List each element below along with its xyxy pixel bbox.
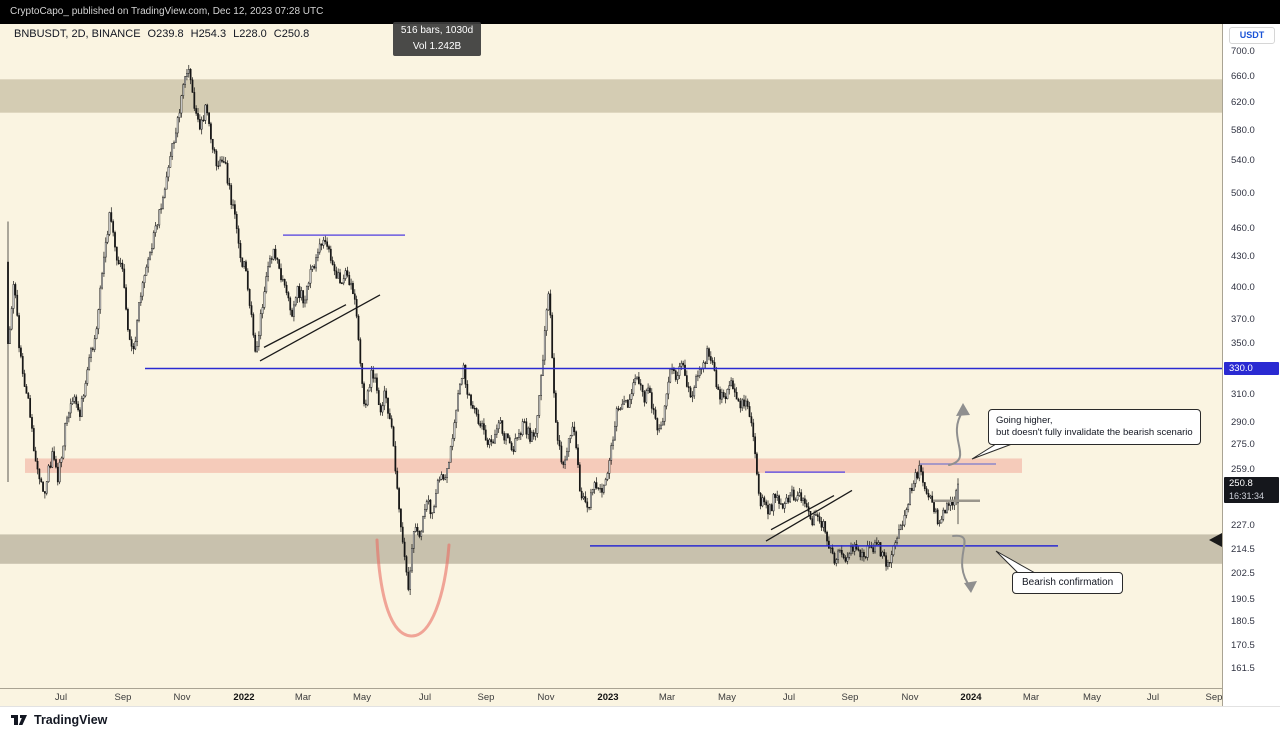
time-tick-jul: Jul — [418, 692, 432, 703]
candlestick-chart[interactable] — [0, 24, 1222, 688]
currency-toggle-button[interactable]: USDT — [1229, 27, 1275, 44]
time-tick-2024: 2024 — [960, 692, 982, 703]
price-tick: 180.5 — [1231, 616, 1255, 628]
attribution-text: CryptoCapo_ published on TradingView.com… — [10, 6, 324, 17]
price-axis[interactable]: 700.0 660.0 620.0 580.0 540.0 500.0 460.0 430.0… — [1222, 24, 1280, 706]
price-tick: 500.0 — [1231, 187, 1255, 199]
attribution-bar: CryptoCapo_ published on TradingView.com… — [0, 0, 1280, 24]
price-tick: 310.0 — [1231, 388, 1255, 400]
candle-series — [7, 64, 959, 595]
high-value: H254.3 — [190, 28, 227, 40]
squiggle-arrow-up-head-icon — [956, 403, 970, 416]
time-tick-sep: Sep — [114, 692, 132, 703]
callout-going-higher-line2: but doesn't fully invalidate the bearish… — [996, 427, 1193, 438]
trendline-2[interactable] — [263, 304, 347, 348]
time-tick-2022: 2022 — [233, 692, 255, 703]
low-value: L228.0 — [233, 28, 267, 40]
callout-going-higher[interactable]: Going higher, but doesn't fully invalida… — [988, 409, 1201, 445]
price-tick: 620.0 — [1231, 97, 1255, 109]
open-value: O239.8 — [147, 28, 184, 40]
price-tick: 350.0 — [1231, 337, 1255, 349]
price-tick: 430.0 — [1231, 251, 1255, 263]
price-tick: 400.0 — [1231, 281, 1255, 293]
time-axis[interactable]: Jul Sep Nov 2022 Mar May Jul Sep Nov 2023 Mar May Ju… — [0, 688, 1222, 706]
time-tick-jul: Jul — [1146, 692, 1160, 703]
symbol-title: BNBUSDT, 2D, BINANCE — [14, 28, 141, 40]
trendline-4[interactable] — [770, 495, 835, 531]
squiggle-arrow-down-head-icon — [964, 581, 977, 593]
time-tick-may: May — [353, 692, 371, 703]
callout-bearish-text: Bearish confirmation — [1022, 577, 1114, 588]
price-tick: 275.0 — [1231, 439, 1255, 451]
price-tick: 540.0 — [1231, 155, 1255, 167]
time-tick-sep: Sep — [841, 692, 859, 703]
squiggle-arrow-up[interactable] — [948, 410, 964, 466]
time-tick-nov: Nov — [173, 692, 191, 703]
tooltip-bars-line: 516 bars, 1030d — [400, 25, 474, 36]
current-price-value: 250.8 — [1229, 478, 1253, 490]
trendline-3[interactable] — [765, 489, 853, 542]
time-tick-nov: Nov — [537, 692, 555, 703]
bar-countdown: 16:31:34 — [1229, 491, 1265, 502]
price-tick: 161.5 — [1231, 663, 1255, 675]
close-value: C250.8 — [273, 28, 310, 40]
zone-resistance-605-656[interactable] — [0, 79, 1222, 113]
price-tick: 580.0 — [1231, 125, 1255, 137]
price-tick: 460.0 — [1231, 222, 1255, 234]
rounding-arc[interactable] — [375, 538, 451, 638]
time-tick-mar: Mar — [1022, 692, 1040, 703]
time-tick-jul: Jul — [782, 692, 796, 703]
price-tick: 227.0 — [1231, 519, 1255, 531]
callout-going-higher-tail — [971, 443, 1013, 460]
time-tick-sep: Sep — [477, 692, 495, 703]
time-tick-mar: Mar — [658, 692, 676, 703]
time-tick-2023: 2023 — [597, 692, 619, 703]
price-tick: 700.0 — [1231, 46, 1255, 57]
time-tick-may: May — [1083, 692, 1101, 703]
time-tick-nov: Nov — [901, 692, 919, 703]
tooltip-volume-line: Vol 1.242B — [412, 41, 462, 52]
price-tick: 660.0 — [1231, 70, 1255, 82]
trendline-1[interactable] — [259, 294, 381, 362]
time-tick-may: May — [718, 692, 736, 703]
zone-supply-pink-258-266[interactable] — [25, 458, 1022, 473]
level-330-price-label: 330.0 — [1224, 361, 1279, 375]
squiggle-arrow-down[interactable] — [952, 534, 972, 589]
callout-going-higher-line1: Going higher, — [996, 415, 1053, 426]
symbol-legend[interactable]: BNBUSDT, 2D, BINANCE O239.8 H254.3 L228.0 C2… — [14, 28, 309, 40]
price-tick: 214.5 — [1231, 543, 1255, 555]
bars-range-tooltip: 516 bars, 1030d Vol 1.242B — [393, 22, 481, 56]
tradingview-logo[interactable] — [10, 713, 28, 727]
tradingview-brand-text[interactable]: TradingView — [34, 713, 108, 727]
band-edge-arrow-icon — [1209, 533, 1222, 547]
price-tick: 190.5 — [1231, 593, 1255, 605]
footer-bar: TradingView — [0, 706, 1280, 733]
price-tick: 170.5 — [1231, 640, 1255, 652]
callout-bearish-confirmation[interactable]: Bearish confirmation — [1012, 572, 1124, 594]
price-tick: 202.5 — [1231, 568, 1255, 580]
time-tick-jul: Jul — [54, 692, 68, 703]
current-price-label: 250.8 16:31:34 — [1224, 477, 1279, 504]
price-tick: 370.0 — [1231, 314, 1255, 326]
time-tick-sep: Sep — [1205, 692, 1223, 703]
time-tick-mar: Mar — [294, 692, 312, 703]
price-tick: 259.0 — [1231, 464, 1255, 476]
price-tick: 290.0 — [1231, 416, 1255, 428]
zone-demand-gray-208-222[interactable] — [0, 534, 1222, 564]
